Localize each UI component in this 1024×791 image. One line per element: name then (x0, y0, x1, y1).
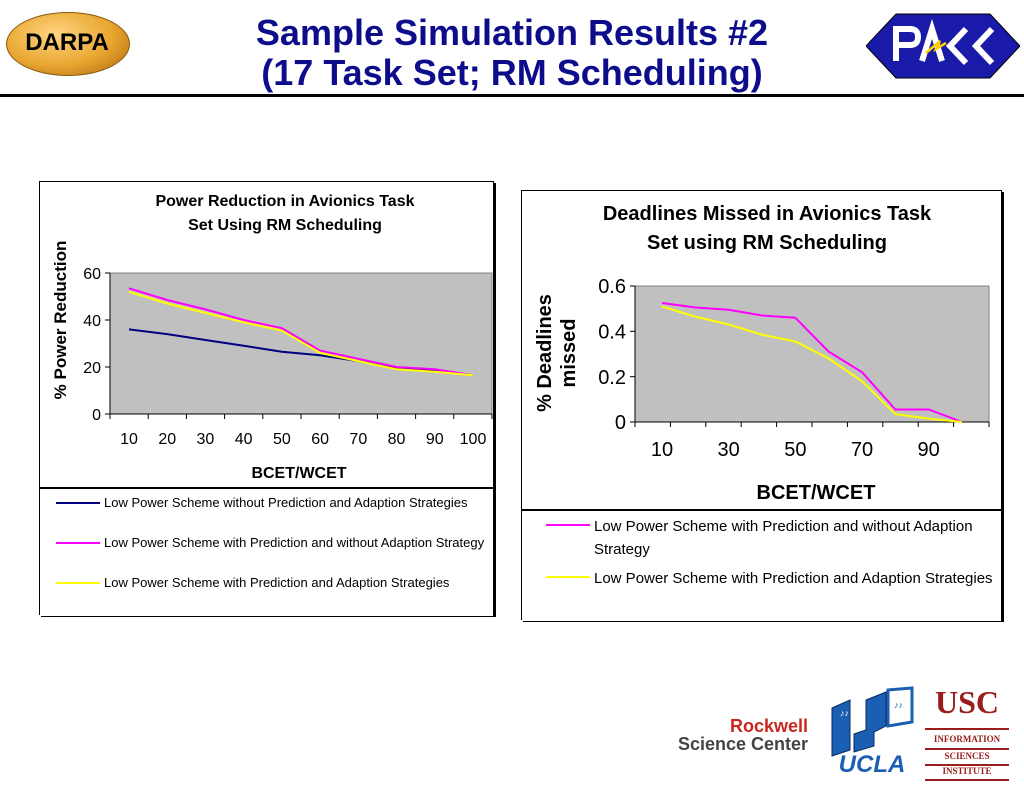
legend-label: Low Power Scheme with Prediction and wit… (594, 518, 973, 558)
darpa-logo-text: DARPA (25, 29, 109, 56)
x-tick-label: 40 (235, 431, 253, 448)
x-tick-label: 60 (311, 431, 329, 448)
x-tick-label: 70 (851, 439, 873, 461)
y-tick-label: 0.4 (598, 322, 626, 344)
power-reduction-plot: Power Reduction in Avionics Task Set Usi… (51, 193, 493, 482)
legend-item: Low Power Scheme without Prediction and … (56, 493, 489, 513)
series-line (661, 305, 963, 423)
usc-divider (925, 748, 1009, 750)
x-tick-label: 100 (460, 431, 487, 448)
rockwell-logo-line-2: Science Center (677, 734, 808, 754)
deadlines-missed-plot: Deadlines Missed in Avionics Task Set us… (534, 203, 990, 504)
x-tick-label: 30 (718, 439, 740, 461)
x-tick-label: 10 (651, 439, 673, 461)
chart-title-line-1: Power Reduction in Avionics Task (155, 193, 414, 210)
y-tick-label: 0 (615, 412, 626, 434)
legend-item: Low Power Scheme with Prediction and Ada… (56, 573, 489, 593)
y-tick-label: 20 (83, 360, 101, 377)
chart-title-line-2: Set Using RM Scheduling (188, 217, 382, 234)
x-tick-label: 90 (426, 431, 444, 448)
x-tick-label: 50 (273, 431, 291, 448)
chart-legend: Low Power Scheme with Prediction and wit… (522, 509, 1001, 621)
slide-title-line-1: Sample Simulation Results #2 (255, 12, 769, 53)
chart-title-line-2: Set using RM Scheduling (647, 232, 887, 254)
svg-text:♪♪: ♪♪ (840, 708, 849, 718)
usc-sub-line-1: INFORMATION (933, 734, 1001, 744)
y-tick-label: 40 (83, 313, 101, 330)
ucla-logo-text: UCLA (839, 751, 906, 778)
rockwell-science-center-logo: Rockwell Science Center (640, 714, 810, 754)
usc-divider (925, 728, 1009, 730)
y-tick-label: 0.2 (598, 367, 626, 389)
darpa-logo: DARPA (4, 12, 132, 76)
y-tick-label: 0.6 (598, 276, 626, 298)
legend-label: Low Power Scheme with Prediction and Ada… (594, 570, 993, 587)
pacc-logo (866, 13, 1020, 79)
power-reduction-chart: Power Reduction in Avionics Task Set Usi… (39, 181, 494, 616)
usc-sub-line-3: INSTITUTE (942, 766, 992, 776)
x-tick-label: 90 (918, 439, 940, 461)
chart-legend: Low Power Scheme without Prediction and … (40, 487, 493, 616)
x-tick-label: 20 (158, 431, 176, 448)
series-line (661, 302, 963, 423)
legend-swatch-magenta (56, 542, 100, 544)
y-axis-label: % Power Reduction (51, 241, 70, 400)
legend-swatch-yellow (546, 576, 590, 578)
svg-text:♪♪: ♪♪ (894, 700, 903, 710)
x-tick-label: 10 (120, 431, 138, 448)
legend-label: Low Power Scheme with Prediction and wit… (104, 535, 485, 550)
legend-swatch-navy (56, 502, 100, 504)
slide-title-line-2: (17 Task Set; RM Scheduling) (261, 52, 763, 93)
legend-item: Low Power Scheme with Prediction and wit… (546, 515, 994, 561)
series-line (128, 328, 474, 377)
plot-background (109, 272, 493, 415)
plot-area: 0 0.2 0.4 0.6 10 30 50 70 90 (598, 276, 990, 461)
deadlines-missed-chart: Deadlines Missed in Avionics Task Set us… (521, 190, 1002, 621)
y-tick-label: 60 (83, 266, 101, 283)
series-line (128, 287, 474, 377)
x-tick-label: 70 (349, 431, 367, 448)
legend-swatch-magenta (546, 524, 590, 526)
usc-sub-line-2: SCIENCES (944, 751, 990, 761)
y-axis-label-line-1: % Deadlines (534, 294, 556, 412)
x-axis-label: BCET/WCET (251, 465, 346, 482)
plot-area: 0 20 40 60 10 20 30 40 50 60 70 80 90 100 (83, 266, 493, 448)
chart-title-line-1: Deadlines Missed in Avionics Task (603, 203, 932, 225)
series-line (128, 290, 474, 377)
y-axis-label-line-2: missed (558, 319, 580, 388)
usc-logo-text: USC (934, 684, 999, 720)
ucla-logo: ♪♪ ♪♪ UCLA (831, 686, 914, 778)
usc-divider (925, 764, 1009, 766)
legend-label: Low Power Scheme without Prediction and … (104, 495, 468, 510)
legend-item: Low Power Scheme with Prediction and Ada… (546, 567, 994, 590)
x-tick-label: 30 (197, 431, 215, 448)
legend-item: Low Power Scheme with Prediction and wit… (56, 533, 489, 553)
usc-divider (925, 779, 1009, 781)
header-rule (0, 94, 1024, 97)
x-tick-label: 50 (784, 439, 806, 461)
usc-isi-logo: USC INFORMATION SCIENCES INSTITUTE (925, 682, 1009, 782)
x-tick-label: 80 (388, 431, 406, 448)
x-axis-label: BCET/WCET (757, 482, 876, 504)
y-tick-label: 0 (92, 407, 101, 424)
globe-icon (6, 12, 130, 76)
legend-label: Low Power Scheme with Prediction and Ada… (104, 575, 450, 590)
legend-swatch-yellow (56, 582, 100, 584)
rockwell-logo-line-1: Rockwell (729, 716, 808, 736)
